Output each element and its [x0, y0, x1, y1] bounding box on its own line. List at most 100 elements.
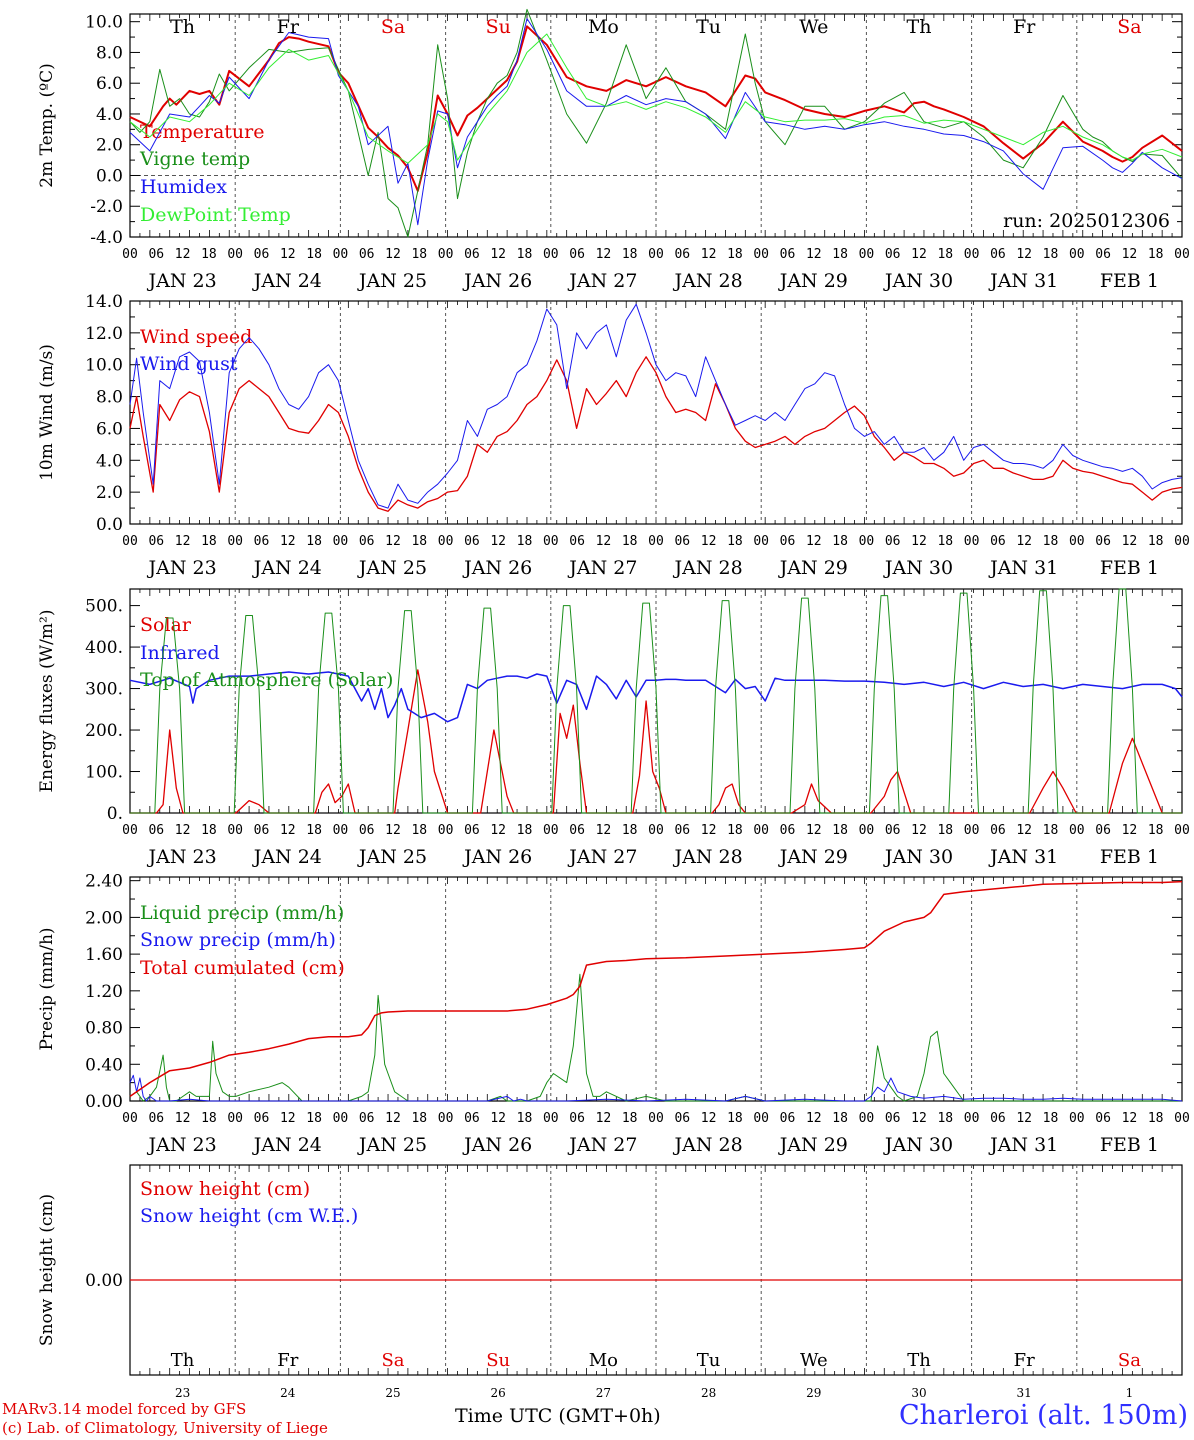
y-tick-label: 500.	[85, 597, 123, 617]
hour-tick-label: 12	[1122, 247, 1138, 262]
date-label: JAN 25	[357, 270, 427, 292]
hour-tick-label: 18	[517, 247, 533, 262]
y-axis-label: Snow height (cm)	[37, 1194, 57, 1346]
y-tick-label: 1.60	[85, 945, 123, 965]
weekday-label-top: We	[799, 16, 828, 38]
hour-tick-label: 18	[727, 1111, 743, 1126]
date-label: JAN 31	[988, 557, 1058, 579]
series-line-humidex	[129, 18, 1183, 226]
hour-tick-label: 06	[254, 534, 270, 549]
date-label: JAN 24	[252, 557, 322, 579]
hour-tick-label: 18	[411, 247, 427, 262]
date-label: JAN 23	[147, 557, 217, 579]
hour-tick-label: 12	[280, 534, 296, 549]
hour-tick-label: 18	[306, 823, 322, 838]
weekday-label-bottom: We	[800, 1350, 828, 1371]
hour-tick-label: 00	[122, 247, 138, 262]
hour-tick-label: 06	[148, 823, 164, 838]
hour-tick-label: 00	[438, 247, 454, 262]
hour-tick-label: 00	[122, 1111, 138, 1126]
hour-tick-label: 18	[937, 247, 953, 262]
hour-tick-label: 18	[937, 823, 953, 838]
hour-tick-label: 18	[306, 534, 322, 549]
hour-tick-label: 00	[1069, 823, 1085, 838]
y-tick-label: 2.40	[85, 872, 123, 892]
weekday-label-top: Mo	[588, 16, 619, 38]
hour-tick-label: 18	[517, 534, 533, 549]
hour-tick-label: 00	[438, 534, 454, 549]
hour-tick-label: 18	[201, 247, 217, 262]
hour-tick-label: 00	[753, 247, 769, 262]
hour-tick-label: 18	[306, 1111, 322, 1126]
hour-tick-label: 18	[1148, 1111, 1164, 1126]
date-label: JAN 31	[988, 846, 1058, 868]
panel-precip: 0.00 0.40 0.80 1.20 1.60 2.00 2.40 Precip (mm/h…	[37, 872, 1190, 1156]
hour-tick-label: 18	[517, 823, 533, 838]
day-number-label: 31	[1017, 1386, 1032, 1400]
day-number-label: 26	[491, 1386, 506, 1400]
hour-tick-label: 00	[859, 247, 875, 262]
date-label: JAN 23	[147, 270, 217, 292]
hour-tick-label: 18	[1043, 534, 1059, 549]
y-axis-label: Precip (mm/h)	[37, 927, 57, 1050]
date-label: FEB 1	[1100, 270, 1159, 292]
hour-tick-label: 00	[964, 1111, 980, 1126]
day-number-label: 24	[280, 1386, 296, 1400]
y-axis-label: Energy fluxes (W/m²)	[37, 610, 57, 793]
run-annotation: run: 2025012306	[1003, 210, 1170, 232]
model-credit: MARv3.14 model forced by GFS	[2, 1400, 247, 1418]
y-tick-label: 2.0	[96, 136, 123, 156]
day-number-label: 25	[385, 1386, 400, 1400]
hour-tick-label: 00	[1174, 1111, 1190, 1126]
hour-tick-label: 18	[727, 247, 743, 262]
hour-tick-label: 18	[411, 823, 427, 838]
date-label: JAN 31	[988, 270, 1058, 292]
hour-tick-label: 12	[175, 247, 191, 262]
copyright-credit: (c) Lab. of Climatology, University of L…	[2, 1419, 328, 1437]
date-label: JAN 24	[252, 1134, 322, 1156]
hour-tick-label: 18	[832, 534, 848, 549]
hour-tick-label: 18	[1148, 823, 1164, 838]
hour-tick-label: 06	[990, 247, 1006, 262]
hour-tick-label: 12	[806, 247, 822, 262]
hour-tick-label: 06	[780, 534, 796, 549]
date-label: FEB 1	[1100, 1134, 1159, 1156]
weekday-label-top: Fr	[1013, 16, 1036, 38]
weekday-label-bottom: Th	[171, 1350, 195, 1371]
legend-entry: Snow precip (mm/h)	[140, 929, 336, 951]
hour-tick-label: 12	[280, 1111, 296, 1126]
day-number-label: 30	[911, 1386, 926, 1400]
date-label: JAN 26	[462, 270, 532, 292]
date-label: JAN 26	[462, 557, 532, 579]
hour-tick-label: 00	[753, 1111, 769, 1126]
weekday-label-bottom: Th	[907, 1350, 931, 1371]
hour-tick-label: 06	[990, 823, 1006, 838]
hour-tick-label: 06	[674, 247, 690, 262]
date-label: JAN 24	[252, 846, 322, 868]
hour-tick-label: 00	[333, 534, 349, 549]
series-line-infrared	[129, 671, 1183, 723]
weekday-label-top: Th	[170, 16, 195, 38]
hour-tick-label: 12	[175, 823, 191, 838]
x-axis-title: Time UTC (GMT+0h)	[455, 1405, 661, 1427]
hour-tick-label: 18	[306, 247, 322, 262]
hour-tick-label: 06	[359, 534, 375, 549]
hour-tick-label: 00	[964, 247, 980, 262]
legend-entry: DewPoint Temp	[140, 204, 291, 226]
hour-tick-label: 12	[701, 534, 717, 549]
hour-tick-label: 06	[885, 1111, 901, 1126]
hour-tick-label: 00	[964, 823, 980, 838]
hour-tick-label: 00	[333, 823, 349, 838]
hour-tick-label: 00	[964, 534, 980, 549]
hour-tick-label: 12	[280, 247, 296, 262]
y-tick-label: 200.	[85, 721, 123, 741]
date-label: JAN 27	[567, 557, 637, 579]
date-label: FEB 1	[1100, 846, 1159, 868]
hour-tick-label: 06	[148, 534, 164, 549]
hour-tick-label: 18	[727, 823, 743, 838]
weekday-label-top: Th	[907, 16, 932, 38]
legend-entry: Infrared	[140, 642, 220, 664]
hour-tick-label: 00	[1069, 247, 1085, 262]
y-tick-label: 6.0	[96, 419, 123, 439]
date-label: JAN 25	[357, 557, 427, 579]
